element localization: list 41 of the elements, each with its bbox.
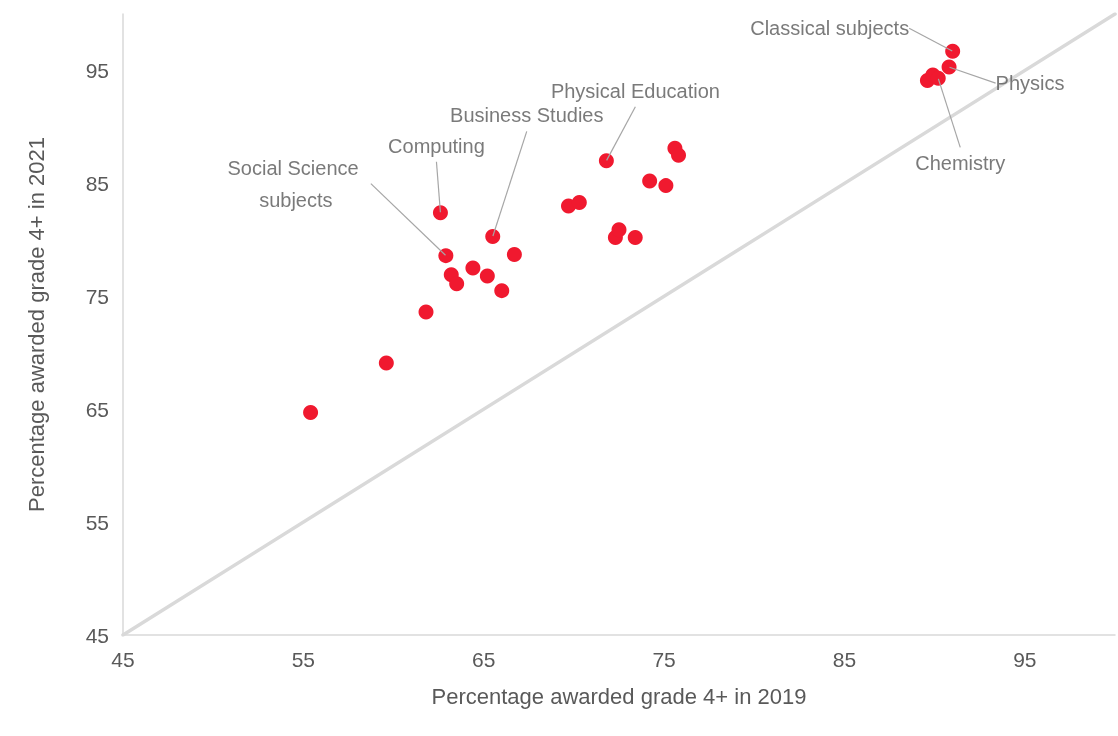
point [627,230,643,246]
point [378,355,394,371]
point [449,276,465,292]
annotation: Physical Education [550,79,720,102]
annotation: Classical subjects [750,17,910,40]
x-tick-label: 65 [472,648,496,671]
y-tick-label: 65 [85,397,109,421]
annotation: Chemistry [915,152,1006,175]
point [494,283,510,299]
x-tick-label: 95 [1013,648,1037,671]
point [438,248,454,264]
annotation: Social Science subjects [227,156,365,211]
point [465,260,481,276]
point [485,228,501,244]
x-tick-label: 55 [291,648,316,671]
point [611,222,627,238]
x-axis-title: Percentage awarded grade 4+ in 2019 [431,683,807,709]
annotation: Computing [388,134,485,157]
y-axis-title: Percentage awarded grade 4+ in 2021 [23,137,49,512]
point [941,59,957,75]
point [671,147,687,163]
y-tick-label: 75 [85,284,109,308]
point [571,195,587,211]
point [506,247,522,262]
point [945,43,961,59]
point [303,405,319,421]
annotation: Physics [995,72,1065,95]
point [598,153,614,169]
y-tick-label: 45 [85,623,109,647]
annotation: Business Studies [450,104,604,127]
point [432,205,448,221]
point [418,304,434,320]
y-tick-label: 85 [85,171,109,195]
x-tick-label: 45 [111,648,135,671]
point [658,178,674,194]
x-tick-label: 75 [652,648,676,671]
y-tick-label: 95 [85,58,109,82]
point [642,173,658,189]
x-tick-label: 85 [832,648,857,671]
point [479,268,495,284]
y-tick-label: 55 [85,510,109,534]
